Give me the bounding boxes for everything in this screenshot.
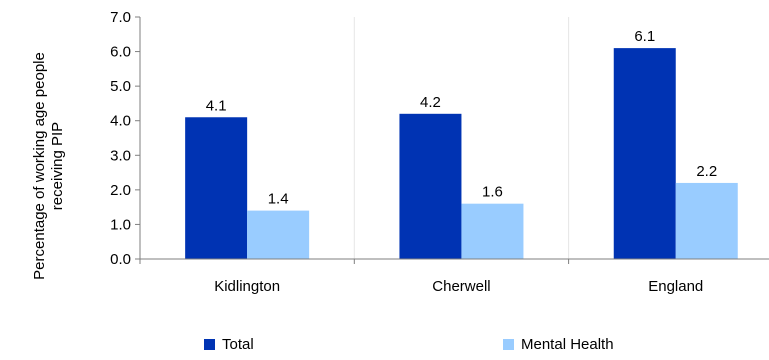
y-tick-label: 3.0 [110, 147, 131, 164]
data-label: 1.6 [482, 184, 503, 201]
grid-lines [353, 17, 570, 259]
data-label: 4.1 [206, 97, 227, 114]
y-tick-label: 2.0 [110, 182, 131, 199]
y-tick-label: 0.0 [110, 251, 131, 268]
category-label: Kidlington [214, 278, 280, 295]
y-axis-title-line: receiving PIP [49, 122, 66, 210]
data-label: 6.1 [634, 28, 655, 45]
bar-total [399, 113, 462, 259]
legend-label: Mental Health [521, 336, 614, 353]
bar-total [185, 117, 248, 259]
category-label: England [648, 278, 703, 295]
y-tick-label: 4.0 [110, 113, 131, 130]
y-tick-label: 5.0 [110, 78, 131, 95]
bar-mental-health [461, 203, 524, 259]
y-tick-label: 6.0 [110, 44, 131, 61]
bar-total [613, 48, 676, 259]
axes [135, 16, 769, 264]
legend-swatch [204, 339, 215, 350]
legend-label: Total [222, 336, 254, 353]
legend: Total Mental Health [204, 336, 614, 353]
category-label: Cherwell [432, 278, 490, 295]
labels: 0.0 1.0 2.0 3.0 4.0 5.0 6.0 7.0 4.1 1.4 Kidlington… [110, 9, 717, 295]
bars [185, 48, 738, 259]
bar-mental-health [675, 182, 738, 259]
legend-swatch [503, 339, 514, 350]
data-label: 1.4 [268, 191, 289, 208]
bar-mental-health [247, 210, 310, 259]
y-tick-label: 1.0 [110, 216, 131, 233]
data-label: 4.2 [420, 94, 441, 111]
data-label: 2.2 [696, 163, 717, 180]
y-tick-label: 7.0 [110, 9, 131, 26]
y-axis-title: Percentage of working age peoplereceivin… [31, 52, 66, 280]
y-axis-title-line: Percentage of working age people [31, 52, 48, 280]
